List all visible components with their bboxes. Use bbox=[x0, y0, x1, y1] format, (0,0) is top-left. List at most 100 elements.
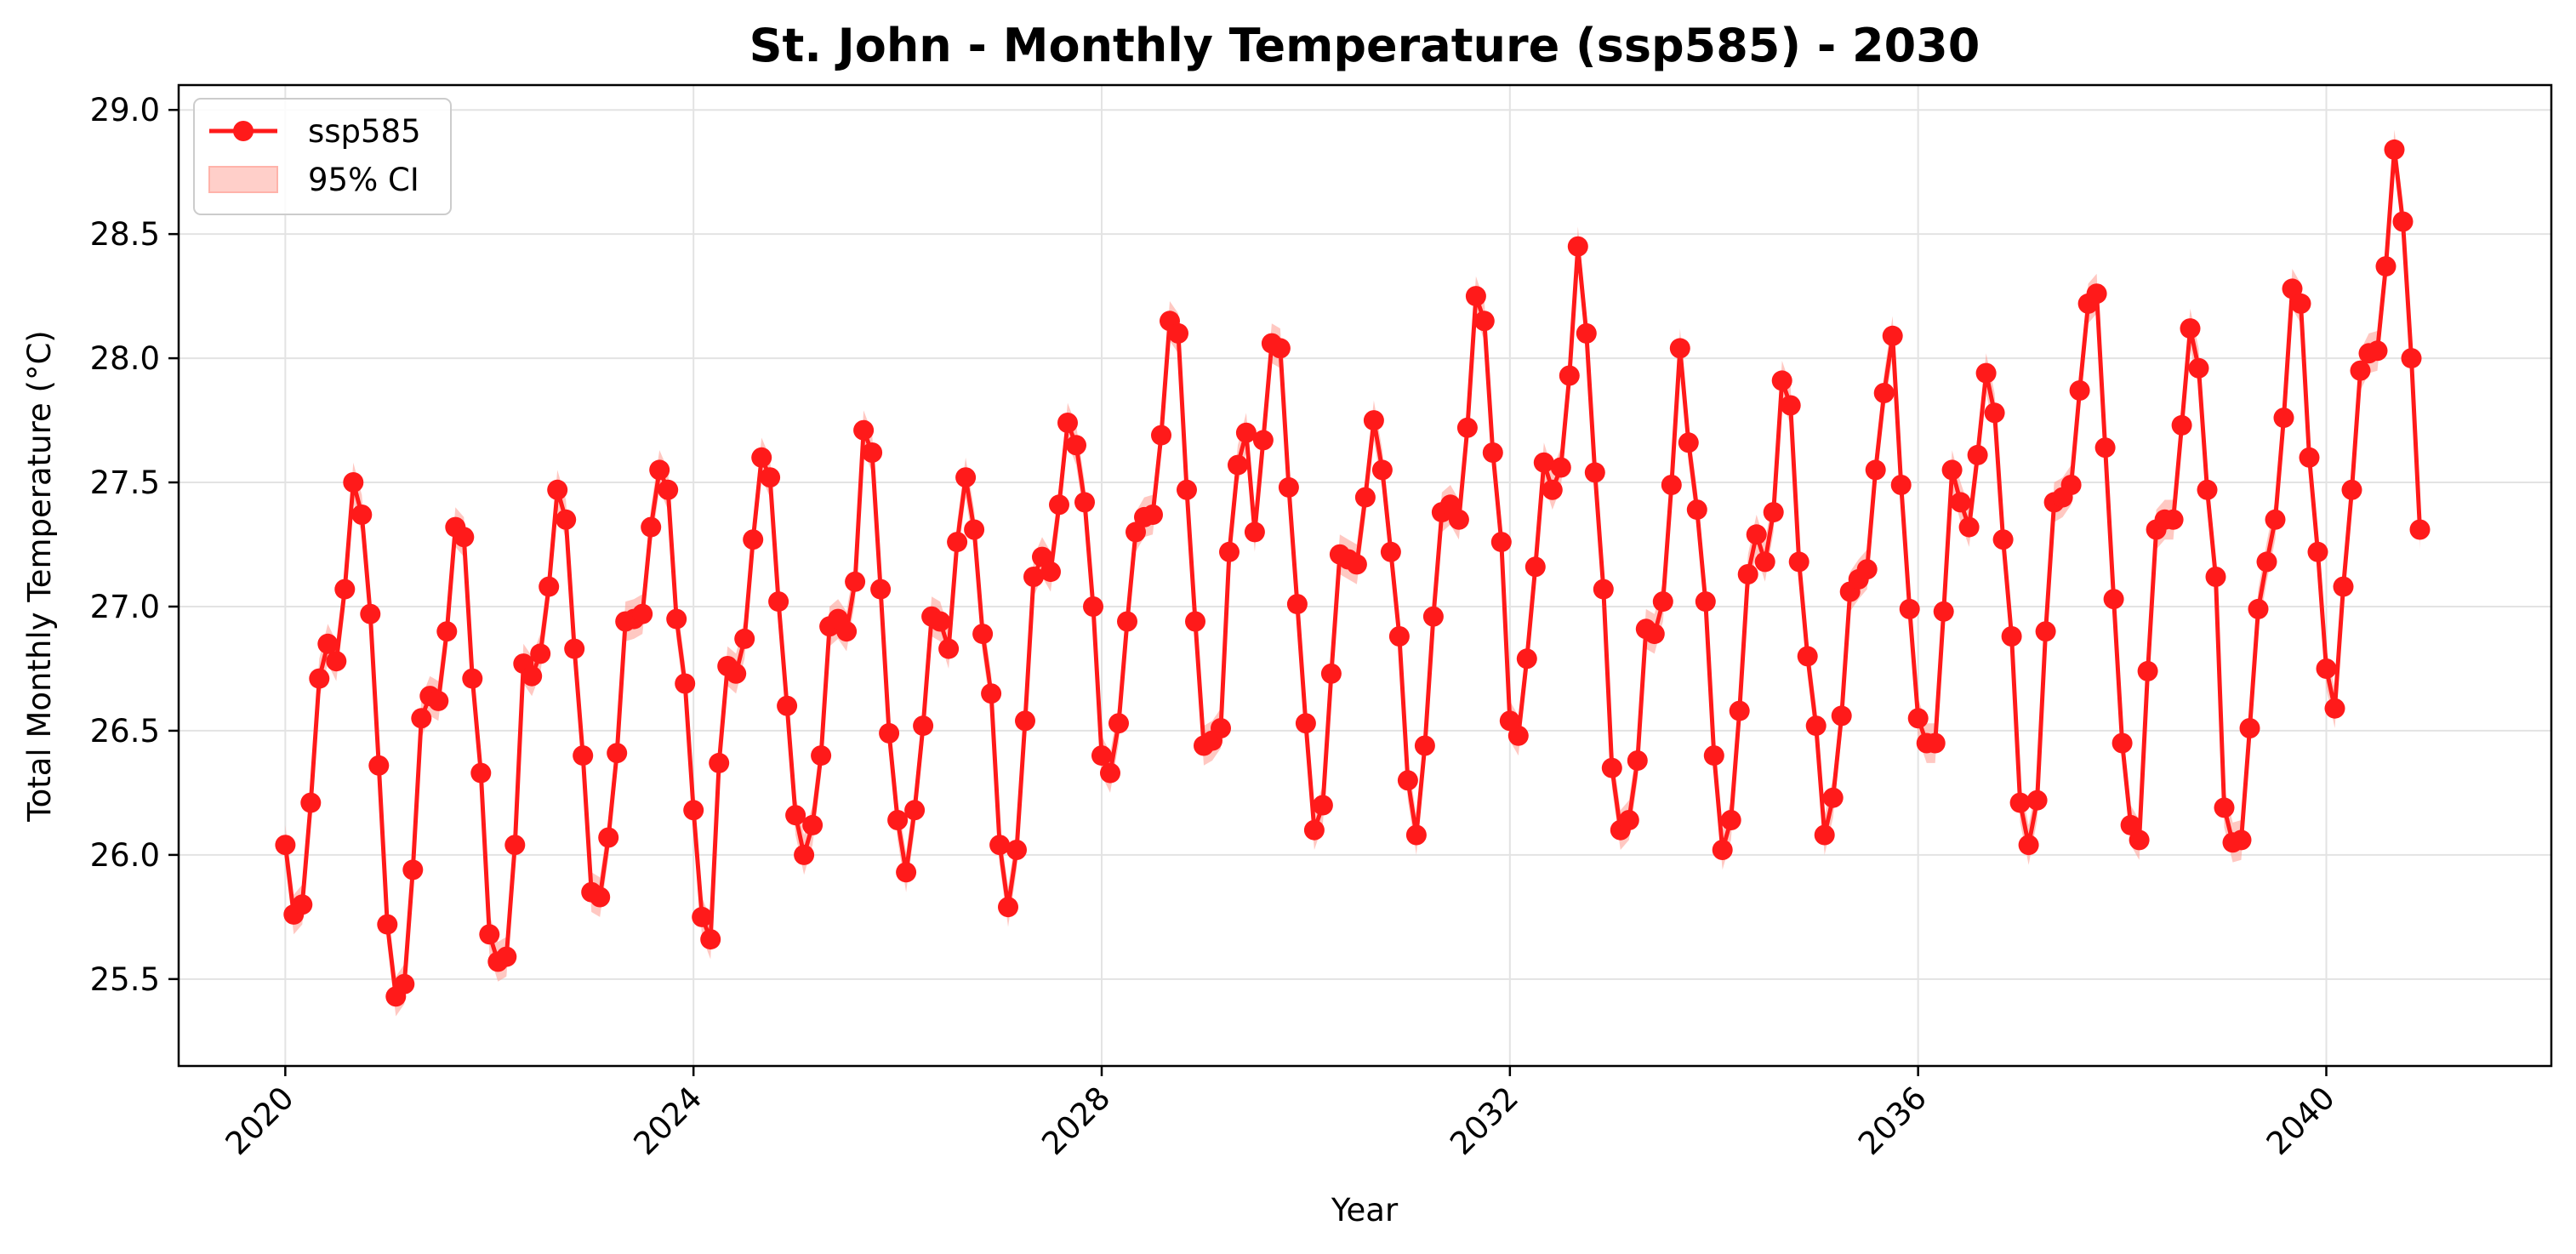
data-point bbox=[1499, 710, 1520, 732]
data-point bbox=[1397, 770, 1418, 791]
data-point bbox=[2375, 256, 2396, 277]
data-point bbox=[1074, 492, 1095, 513]
data-point bbox=[1618, 810, 1639, 830]
data-point bbox=[402, 859, 424, 881]
data-point bbox=[1228, 454, 1248, 476]
data-point bbox=[2069, 380, 2090, 401]
data-point bbox=[709, 752, 730, 773]
data-point bbox=[1516, 648, 1537, 670]
data-point bbox=[300, 792, 322, 813]
data-point bbox=[462, 668, 483, 689]
data-point bbox=[1644, 624, 1665, 645]
data-point bbox=[2018, 835, 2039, 856]
data-point bbox=[1278, 476, 1299, 498]
data-point bbox=[2120, 814, 2141, 835]
data-point bbox=[496, 946, 517, 967]
data-point bbox=[547, 479, 568, 500]
data-point bbox=[2180, 318, 2201, 339]
data-point bbox=[1771, 370, 1792, 391]
data-point bbox=[428, 690, 449, 711]
data-point bbox=[1780, 395, 1801, 416]
data-point bbox=[2350, 360, 2371, 381]
data-point bbox=[1091, 745, 1112, 767]
data-point bbox=[2333, 576, 2354, 597]
data-point bbox=[1405, 824, 1427, 846]
data-point bbox=[811, 745, 832, 767]
data-point bbox=[2392, 211, 2414, 232]
data-point bbox=[879, 722, 900, 744]
data-point bbox=[2409, 519, 2431, 540]
data-point bbox=[1695, 591, 1716, 613]
data-point bbox=[1269, 338, 1291, 359]
legend: ssp585 95% CI bbox=[193, 98, 452, 215]
data-point bbox=[360, 603, 381, 624]
data-point bbox=[1143, 504, 1163, 525]
data-point bbox=[1286, 594, 1308, 615]
data-point bbox=[2265, 509, 2286, 530]
data-point bbox=[1185, 611, 1205, 632]
data-point bbox=[700, 929, 721, 950]
data-point bbox=[1593, 579, 1614, 600]
data-point bbox=[2103, 589, 2124, 610]
data-point bbox=[870, 579, 892, 600]
data-point bbox=[2231, 829, 2252, 851]
data-point bbox=[1814, 824, 1835, 846]
data-point bbox=[1975, 362, 1997, 384]
data-point bbox=[1151, 425, 1171, 446]
data-point bbox=[998, 897, 1018, 918]
data-point bbox=[1737, 564, 1758, 584]
data-point bbox=[1108, 713, 1129, 734]
data-point bbox=[1746, 524, 1767, 545]
data-point bbox=[641, 516, 662, 538]
data-point bbox=[1729, 700, 1750, 721]
data-point bbox=[666, 608, 687, 630]
data-point bbox=[683, 800, 704, 821]
data-point bbox=[470, 762, 492, 784]
y-tick-label: 29.0 bbox=[90, 92, 160, 128]
data-point bbox=[632, 603, 653, 624]
data-point bbox=[862, 442, 883, 463]
data-point bbox=[1627, 750, 1648, 771]
data-point bbox=[658, 479, 679, 500]
data-point bbox=[1873, 383, 1895, 403]
data-point bbox=[649, 459, 670, 481]
data-point bbox=[1083, 596, 1103, 617]
data-point bbox=[1057, 413, 1078, 433]
data-point bbox=[590, 886, 611, 908]
data-point bbox=[2290, 293, 2311, 314]
data-point bbox=[1439, 494, 1461, 516]
data-point bbox=[734, 628, 755, 649]
data-point bbox=[768, 591, 789, 613]
data-point bbox=[1899, 598, 1920, 619]
data-point bbox=[989, 835, 1011, 856]
data-point bbox=[1797, 646, 1818, 667]
data-point bbox=[2035, 621, 2056, 642]
data-point bbox=[802, 814, 824, 835]
data-point bbox=[1490, 532, 1512, 553]
data-point bbox=[726, 663, 747, 684]
data-point bbox=[453, 527, 475, 548]
data-point bbox=[2239, 718, 2260, 738]
data-point bbox=[1550, 457, 1571, 478]
data-point bbox=[530, 643, 551, 664]
data-point bbox=[1507, 725, 1529, 746]
data-point bbox=[2137, 660, 2158, 681]
y-tick-label: 28.5 bbox=[90, 216, 160, 253]
data-point bbox=[1235, 422, 1257, 443]
data-point bbox=[2060, 475, 2082, 495]
data-point bbox=[2094, 437, 2116, 459]
data-point bbox=[377, 914, 398, 935]
data-point bbox=[1049, 494, 1069, 516]
data-point bbox=[2248, 598, 2269, 619]
data-point bbox=[598, 827, 619, 848]
data-point bbox=[1941, 459, 1963, 481]
data-point bbox=[845, 571, 866, 592]
data-point bbox=[556, 509, 577, 530]
data-point bbox=[309, 668, 330, 689]
data-point bbox=[2205, 567, 2226, 587]
data-point bbox=[1678, 432, 1699, 453]
data-point bbox=[794, 844, 815, 865]
data-point bbox=[1346, 554, 1367, 575]
data-point bbox=[539, 576, 560, 597]
